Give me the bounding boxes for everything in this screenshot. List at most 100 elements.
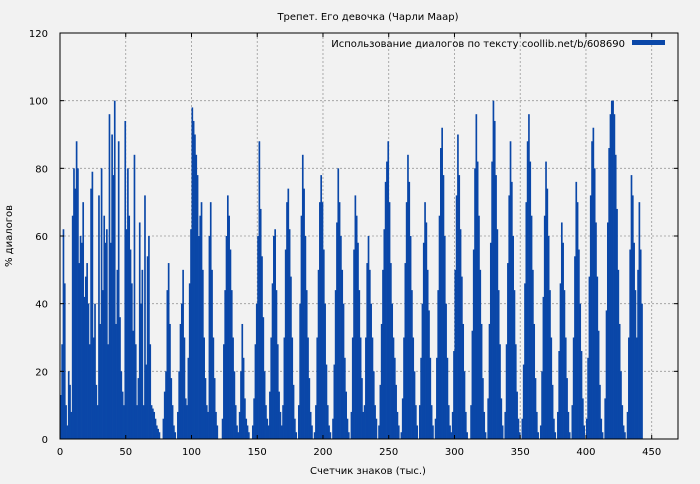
bar <box>84 276 87 439</box>
bar <box>610 100 613 440</box>
bar <box>63 283 66 439</box>
bar <box>453 351 455 439</box>
bar <box>513 290 516 439</box>
y-axis-label: % диалогов <box>4 205 15 267</box>
bar <box>290 276 292 439</box>
x-axis: 0 50 100 150 200 250 300 350 400 450 <box>57 33 661 458</box>
x-tick-label: 400 <box>576 447 595 458</box>
bar <box>319 202 321 439</box>
bar <box>365 337 367 439</box>
bar <box>100 168 103 440</box>
bar <box>146 256 149 439</box>
bar <box>278 391 280 439</box>
bar <box>186 405 188 439</box>
x-tick-label: 250 <box>379 447 398 458</box>
bar <box>547 236 550 439</box>
bar <box>578 249 580 439</box>
x-tick-label: 300 <box>445 447 464 458</box>
bar <box>528 114 530 439</box>
x-tick-label: 50 <box>119 447 132 458</box>
bar <box>170 378 173 439</box>
bar <box>321 202 324 439</box>
bar <box>187 357 190 439</box>
bar <box>209 202 212 439</box>
bar <box>267 425 270 439</box>
bar <box>526 141 529 439</box>
bar <box>140 303 142 439</box>
bar <box>493 120 496 439</box>
bar <box>434 418 437 439</box>
bar <box>125 229 128 439</box>
bar <box>106 229 108 439</box>
bar <box>443 236 446 439</box>
bar <box>587 357 589 439</box>
bar <box>313 432 316 439</box>
bar <box>432 425 434 439</box>
x-tick-label: 450 <box>642 447 661 458</box>
bar <box>472 249 475 439</box>
bar <box>408 181 411 439</box>
bar <box>124 120 127 439</box>
bar <box>504 411 507 439</box>
bar <box>374 405 376 439</box>
bar <box>163 391 166 439</box>
bar <box>595 222 597 439</box>
bar <box>83 296 86 439</box>
bar <box>521 418 524 439</box>
bar <box>387 141 390 439</box>
bar <box>404 263 407 439</box>
bar <box>271 283 274 439</box>
y-tick-label: 60 <box>35 232 48 243</box>
bar <box>429 357 432 439</box>
bar <box>280 425 283 439</box>
bar <box>275 290 278 439</box>
bar <box>383 229 386 439</box>
bar <box>450 432 453 439</box>
bar <box>149 344 152 439</box>
bar <box>495 175 497 439</box>
bar <box>262 317 265 439</box>
bar <box>412 337 415 439</box>
bar <box>488 323 491 439</box>
bar <box>113 100 116 440</box>
bar <box>216 425 219 439</box>
bar <box>169 323 171 439</box>
bar <box>613 114 616 439</box>
bar <box>583 425 585 439</box>
bar <box>355 215 358 439</box>
bar <box>496 229 499 439</box>
bar <box>500 398 503 439</box>
bar <box>131 283 133 439</box>
bar <box>199 215 202 439</box>
bar <box>238 411 241 439</box>
bar <box>154 418 157 439</box>
bar <box>200 202 203 439</box>
bar <box>307 337 309 439</box>
bar <box>194 134 196 439</box>
bar <box>508 195 511 439</box>
bar <box>351 337 354 439</box>
bar <box>303 188 305 439</box>
bar <box>73 168 75 440</box>
bar <box>320 175 323 439</box>
bar <box>94 303 96 439</box>
bar <box>483 411 486 439</box>
bar <box>522 364 525 439</box>
bar <box>420 357 422 439</box>
bar <box>529 161 532 440</box>
bar <box>102 290 104 439</box>
bar <box>568 432 571 439</box>
bar <box>294 418 296 439</box>
bar <box>579 303 582 439</box>
bar <box>525 202 528 439</box>
bar <box>112 175 115 439</box>
bar <box>576 202 579 439</box>
bar <box>259 208 262 439</box>
bar <box>380 323 383 439</box>
bar <box>626 411 629 439</box>
bar <box>554 432 557 439</box>
bar <box>479 269 482 439</box>
bar <box>299 303 301 439</box>
y-axis: 0 20 40 60 80 100 120 <box>29 29 678 446</box>
bar <box>338 202 341 439</box>
